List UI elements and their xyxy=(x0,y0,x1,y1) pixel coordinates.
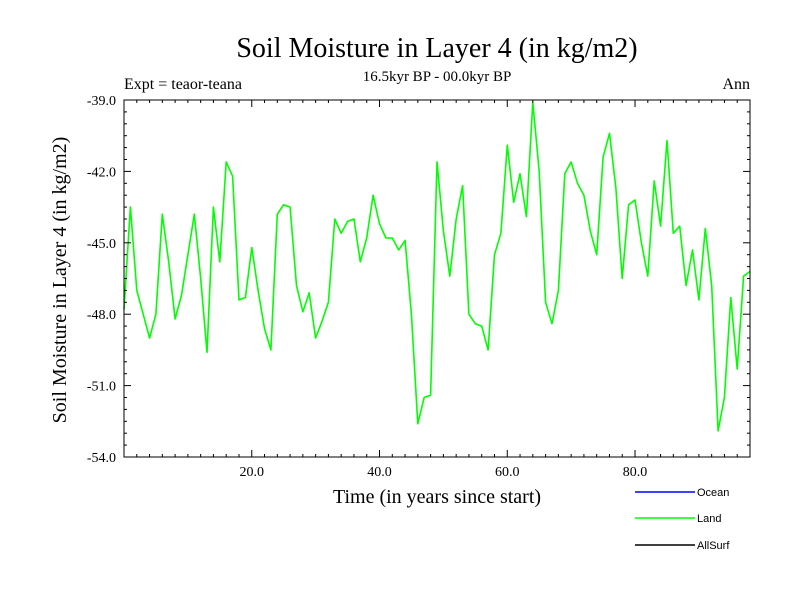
series-line-land xyxy=(123,101,751,432)
y-tick-label: -39.0 xyxy=(87,94,116,109)
chart-subtitle: 16.5kyr BP - 00.0kyr BP xyxy=(363,69,512,85)
x-tick-label: 20.0 xyxy=(240,465,265,480)
legend-label-land: Land xyxy=(697,513,721,525)
series-layer xyxy=(123,101,751,432)
axes-layer: 20.0 40.0 60.0 80.0 -39.0 -42.0 -45.0 -48.0 -51.… xyxy=(87,94,751,480)
season-label: Ann xyxy=(722,76,750,93)
legend-label-ocean: Ocean xyxy=(697,487,729,499)
y-axis-label: Soil Moisture in Layer 4 (in kg/m2) xyxy=(49,137,71,424)
x-axis-label: Time (in years since start) xyxy=(333,486,541,508)
legend: Ocean Land AllSurf xyxy=(635,487,730,552)
legend-label-allsurf: AllSurf xyxy=(697,540,730,552)
x-tick-label: 40.0 xyxy=(367,465,392,480)
chart-title: Soil Moisture in Layer 4 (in kg/m2) xyxy=(236,33,637,64)
y-tick-label: -48.0 xyxy=(87,308,116,323)
y-tick-label: -42.0 xyxy=(87,165,116,180)
x-tick-label: 60.0 xyxy=(495,465,520,480)
x-tick-label: 80.0 xyxy=(623,465,648,480)
experiment-label: Expt = teaor-teana xyxy=(124,76,242,93)
legend-item-land: Land xyxy=(635,513,721,525)
y-tick-label: -54.0 xyxy=(87,451,116,466)
legend-item-allsurf: AllSurf xyxy=(635,540,730,552)
y-tick-label: -45.0 xyxy=(87,237,116,252)
legend-item-ocean: Ocean xyxy=(635,487,729,499)
plot-frame xyxy=(123,99,751,458)
y-tick-label: -51.0 xyxy=(87,380,116,395)
